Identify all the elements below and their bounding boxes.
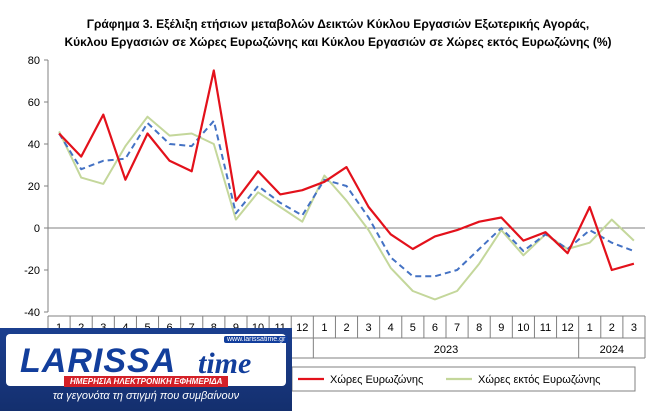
chart-subtitle: Κύκλου Εργασιών σε Χώρες Ευρωζώνης και Κ… [64, 35, 611, 49]
y-tick-label: 80 [28, 55, 40, 67]
year-label: 2024 [600, 344, 624, 356]
legend: Χώρες Ευρωζώνης Χώρες εκτός Ευρωζώνης [291, 366, 636, 392]
x-tick-label: 7 [454, 322, 460, 334]
logo-panel: LARISSA time www.larissatime.gr ΗΜΕΡΗΣΙΑ… [6, 334, 289, 387]
x-tick-label: 12 [561, 322, 573, 334]
y-tick-label: 20 [28, 181, 40, 193]
x-tick-label: 10 [517, 322, 529, 334]
series-line-1 [58, 69, 635, 272]
chart-title: Γράφημα 3. Εξέλιξη ετήσιων μεταβολών Δει… [87, 17, 589, 31]
series-line-2 [58, 115, 635, 301]
x-tick-label: 3 [631, 322, 637, 334]
legend-label-1: Χώρες εκτός Ευρωζώνης [478, 374, 601, 386]
x-tick-label: 1 [587, 322, 593, 334]
x-tick-label: 8 [476, 322, 482, 334]
logo-tagline-strip: ΗΜΕΡΗΣΙΑ ΗΛΕΚΤΡΟΝΙΚΗ ΕΦΗΜΕΡΙΔΑ [64, 376, 229, 387]
logo-wordmark: LARISSA [20, 342, 177, 380]
logo-slogan: τα γεγονότα τη στιγμή που συμβαίνουν [52, 390, 240, 402]
y-tick-label: -20 [24, 265, 40, 277]
x-tick-label: 2 [609, 322, 615, 334]
y-tick-label: 0 [34, 223, 40, 235]
x-tick-label: 3 [366, 322, 372, 334]
x-tick-label: 2 [343, 322, 349, 334]
x-tick-label: 9 [498, 322, 504, 334]
y-tick-label: 40 [28, 139, 40, 151]
logo-time-word: time [198, 347, 252, 380]
series-layer [58, 69, 635, 301]
axes: -40-200204060801234567891011121234567891… [24, 55, 646, 359]
year-label: 2023 [434, 344, 458, 356]
y-tick-label: 60 [28, 97, 40, 109]
x-tick-label: 6 [432, 322, 438, 334]
series-line-0 [58, 119, 635, 278]
x-tick-label: 4 [388, 322, 394, 334]
x-tick-label: 1 [321, 322, 327, 334]
logo-site-badge: www.larissatime.gr [224, 336, 289, 343]
x-tick-label: 12 [296, 322, 308, 334]
legend-label-0: Χώρες Ευρωζώνης [330, 374, 423, 386]
x-tick-label: 11 [540, 322, 551, 334]
y-tick-label: -40 [24, 307, 40, 319]
x-tick-label: 5 [410, 322, 416, 334]
larissatime-logo: LARISSA time www.larissatime.gr ΗΜΕΡΗΣΙΑ… [0, 328, 292, 411]
